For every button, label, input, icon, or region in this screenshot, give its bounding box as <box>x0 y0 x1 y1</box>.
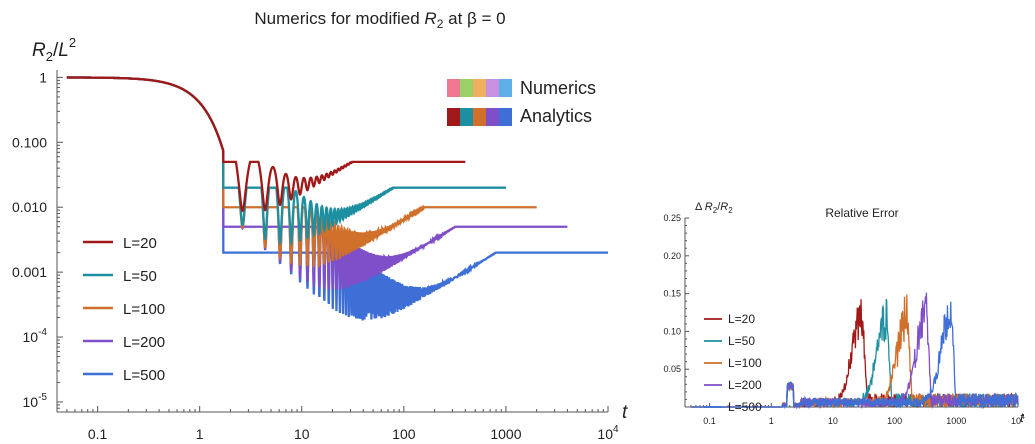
inset-legend-label: L=20 <box>728 312 755 326</box>
numerics-swatch-cell <box>460 79 473 97</box>
series-line-l-20 <box>66 76 466 213</box>
main-y-axis-label: R2/L2 <box>32 35 76 64</box>
inset-y-tick-label: 0.25 <box>663 213 681 223</box>
inset-series-line-l-500 <box>690 301 1019 410</box>
inset-x-tick-label: 0.1 <box>703 416 716 426</box>
main-x-axis-label: t <box>622 402 628 423</box>
main-chart-title: Numerics for modified R2 at β = 0 <box>254 9 505 31</box>
inset-y-tick-label: 0.10 <box>663 326 681 336</box>
inset-y-tick-label: 0.15 <box>663 289 681 299</box>
numerics-swatch-cell <box>447 79 460 97</box>
main-legend-label: L=50 <box>123 268 157 285</box>
inset-y-tick-label: 0.05 <box>663 364 681 374</box>
analytics-swatch <box>447 108 512 126</box>
inset-y-axis-label: Δ R2/R2 <box>695 201 733 215</box>
inset-series-legend: L=20 L=50 L=100 L=200 L=500 <box>704 312 762 414</box>
inset-x-tick-label: 1000 <box>946 416 966 426</box>
main-series-legend: L=20 L=50 L=100 L=200 L=500 <box>83 235 165 384</box>
inset-series-group <box>690 292 1019 410</box>
analytics-swatch-cell <box>447 108 460 126</box>
analytics-swatch-cell <box>473 108 486 126</box>
inset-chart-title: Relative Error <box>825 206 898 220</box>
numerics-swatch-cell <box>473 79 486 97</box>
analytics-swatch-cell <box>460 108 473 126</box>
main-y-tick-label: 0.100 <box>12 134 47 150</box>
inset-y-tick-label: 0.20 <box>663 251 681 261</box>
numerics-swatch-cell <box>486 79 499 97</box>
numerics-swatch <box>447 79 512 97</box>
legend-analytics-label: Analytics <box>520 106 592 126</box>
inset-x-tick-label: 100 <box>887 416 902 426</box>
inset-legend-label: L=200 <box>728 378 762 392</box>
inset-x-tick-label: 104 <box>1011 414 1025 426</box>
main-legend-label: L=500 <box>123 367 165 384</box>
inset-x-tick-label: 1 <box>769 416 774 426</box>
main-legend-label: L=20 <box>123 235 157 252</box>
inset-legend-label: L=100 <box>728 356 762 370</box>
main-x-tick-label: 100 <box>392 426 416 442</box>
main-axes: 0.1 1 10 100 1000 104 1 0.100 0.010 0.001 10-4 10-5 <box>12 69 619 442</box>
main-y-tick-label: 10-5 <box>23 392 48 410</box>
main-y-tick-label: 10-4 <box>23 327 48 345</box>
series-line-l-50 <box>66 76 506 247</box>
main-x-tick-label: 0.1 <box>88 426 108 442</box>
main-x-tick-label: 10 <box>294 426 310 442</box>
main-y-tick-label: 1 <box>39 69 47 85</box>
inset-x-tick-label: 10 <box>828 416 838 426</box>
main-y-tick-label: 0.001 <box>12 264 47 280</box>
main-x-tick-label: 104 <box>597 424 619 442</box>
inset-legend-label: L=50 <box>728 334 755 348</box>
main-series-group <box>66 76 608 321</box>
inset-x-axis-label: t <box>1020 410 1025 425</box>
main-legend-label: L=200 <box>123 334 165 351</box>
numerics-analytics-legend: Numerics Analytics <box>447 78 596 126</box>
main-y-tick-label: 0.010 <box>12 199 47 215</box>
main-x-tick-label: 1000 <box>490 426 521 442</box>
analytics-swatch-cell <box>486 108 499 126</box>
main-x-tick-label: 1 <box>196 426 204 442</box>
inset-legend-label: L=500 <box>728 400 762 414</box>
legend-numerics-label: Numerics <box>520 78 596 98</box>
main-legend-label: L=100 <box>123 301 165 318</box>
analytics-swatch-cell <box>499 108 512 126</box>
numerics-swatch-cell <box>499 79 512 97</box>
